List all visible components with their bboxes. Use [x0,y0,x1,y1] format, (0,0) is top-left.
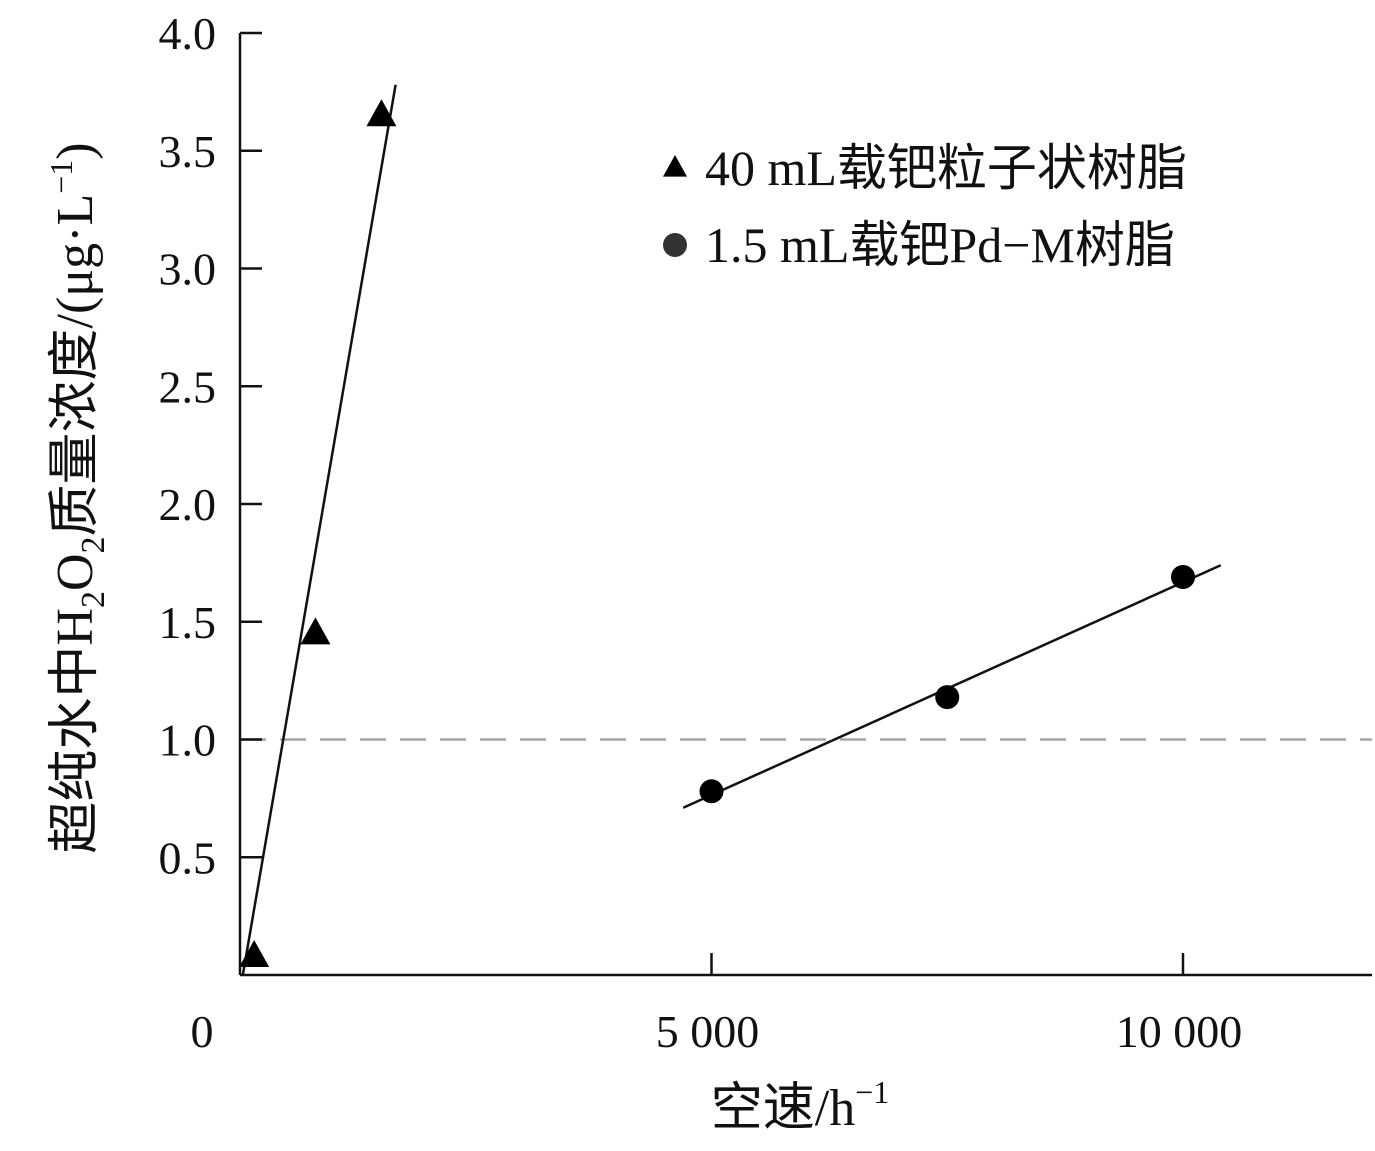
y-axis-title-sub2: 2 [75,536,112,553]
triangle-point [239,939,270,967]
triangle-point [300,617,331,645]
legend-item-circle: 1.5 mL载钯Pd−M树脂 [663,217,1175,273]
legend-label-triangle: 40 mL载钯粒子状树脂 [705,140,1187,196]
circle-point [1171,565,1195,590]
legend-circle-marker [663,233,687,257]
y-axis-title-sup: −1 [43,160,79,194]
y-axis-title-part3: 质量浓度/(μg·L [47,194,104,537]
triangle-point [366,99,397,127]
y-tick-label: 1.0 [159,715,217,766]
y-tick-label: 0.5 [159,832,217,883]
circle-point [935,685,960,710]
legend-label-circle: 1.5 mL载钯Pd−M树脂 [705,217,1175,273]
x-tick-label: 5 000 [656,1006,760,1057]
y-axis-title-part2: O [47,553,104,591]
x-axis-title-sup: −1 [855,1074,889,1110]
circle-point [699,779,724,804]
legend: 40 mL载钯粒子状树脂 1.5 mL载钯Pd−M树脂 [663,140,1187,273]
legend-item-triangle: 40 mL载钯粒子状树脂 [663,140,1187,196]
y-tick-label: 2.0 [159,479,217,530]
y-axis-title-close: ) [47,142,104,159]
y-tick-label: 3.5 [159,126,217,177]
data-points [239,99,1195,967]
y-axis-title-part1: 超纯水中H [47,608,104,854]
y-tick-label: 3.0 [159,244,217,295]
y-tick-label: 4.0 [159,8,217,59]
legend-triangle-marker [663,155,687,177]
ticks: 0.5 1.0 1.5 2.0 2.5 3.0 3.5 4.0 0 5 000 10 000 [159,8,1243,1057]
y-tick-label: 1.5 [159,597,217,648]
x-tick-label: 0 [191,1006,214,1057]
y-tick-label: 2.5 [159,361,217,412]
x-axis-title-text: 空速/h [711,1080,855,1137]
y-axis-title: 超纯水中H2O2质量浓度/(μg·L−1) [43,142,112,853]
y-axis-title-sub1: 2 [75,591,112,608]
x-tick-label: 10 000 [1116,1006,1243,1057]
x-axis-title: 空速/h−1 [711,1074,890,1137]
fit-line-series-1 [241,84,397,976]
